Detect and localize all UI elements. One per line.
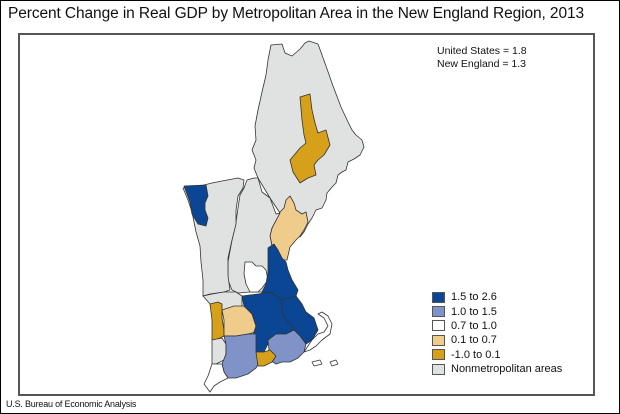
region-cape-cod xyxy=(303,311,333,353)
region-hartford-metro xyxy=(221,333,263,379)
legend-item: -1.0 to 0.1 xyxy=(432,348,562,362)
region-manchester-metro xyxy=(243,261,269,293)
legend-label: 1.0 to 1.5 xyxy=(451,305,497,318)
legend-label: -1.0 to 0.1 xyxy=(451,348,501,361)
legend-swatch-icon xyxy=(432,306,445,318)
region-boston-metro xyxy=(281,295,319,345)
legend-swatch-icon xyxy=(432,363,445,375)
us-value-text: United States = 1.8 xyxy=(437,45,527,57)
legend-item: Nonmetropolitan areas xyxy=(432,362,562,376)
region-nantucket xyxy=(329,359,339,367)
legend-item: 0.1 to 0.7 xyxy=(432,333,562,347)
region-norwich-metro xyxy=(255,349,277,367)
source-credit: U.S. Bureau of Economic Analysis xyxy=(6,399,137,409)
legend-swatch-icon xyxy=(432,349,445,361)
legend-swatch-icon xyxy=(432,291,445,303)
legend-label: 0.7 to 1.0 xyxy=(451,319,497,332)
region-marthas-vineyard xyxy=(311,359,323,367)
map-title: Percent Change in Real GDP by Metropolit… xyxy=(8,5,585,22)
reference-values: United States = 1.8 New England = 1.3 xyxy=(437,45,527,70)
region-burlington-metro xyxy=(183,184,209,227)
region-connecticut-sw xyxy=(203,363,229,393)
region-bangor-metro xyxy=(289,93,331,184)
legend-swatch-icon xyxy=(432,334,445,346)
legend-swatch-icon xyxy=(432,320,445,332)
legend-item: 0.7 to 1.0 xyxy=(432,319,562,333)
legend-label: 1.5 to 2.6 xyxy=(451,291,497,304)
legend-label: 0.1 to 0.7 xyxy=(451,334,497,347)
map-legend: 1.5 to 2.6 1.0 to 1.5 0.7 to 1.0 0.1 to … xyxy=(432,290,562,376)
legend-label: Nonmetropolitan areas xyxy=(451,363,563,376)
legend-item: 1.5 to 2.6 xyxy=(432,290,562,304)
new-england-value-text: New England = 1.3 xyxy=(437,57,527,70)
region-pittsfield-metro xyxy=(209,301,225,341)
legend-item: 1.0 to 1.5 xyxy=(432,304,562,318)
